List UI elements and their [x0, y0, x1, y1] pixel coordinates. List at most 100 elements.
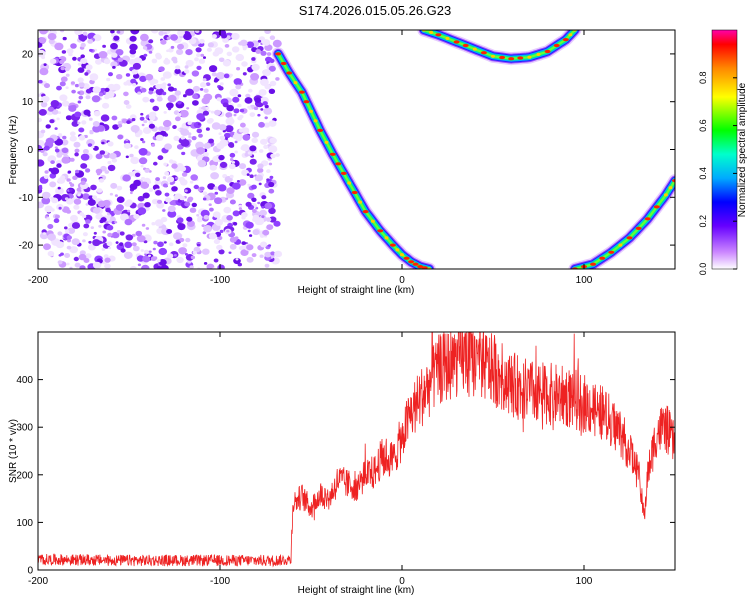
- noise-speckle: [196, 65, 202, 70]
- noise-speckle: [189, 180, 194, 184]
- noise-speckle: [115, 49, 124, 56]
- noise-speckle: [102, 44, 106, 48]
- noise-speckle: [218, 124, 227, 131]
- noise-speckle: [171, 186, 178, 192]
- noise-speckle: [45, 124, 51, 129]
- noise-speckle: [168, 47, 174, 53]
- noise-speckle: [55, 187, 64, 195]
- noise-speckle: [167, 253, 174, 259]
- noise-speckle: [229, 174, 234, 179]
- noise-speckle: [246, 173, 250, 176]
- noise-speckle: [247, 183, 251, 187]
- noise-speckle: [224, 44, 230, 48]
- noise-speckle: [247, 229, 251, 233]
- noise-speckle: [129, 153, 134, 158]
- noise-speckle: [135, 230, 143, 237]
- noise-speckle: [180, 139, 190, 147]
- noise-speckle: [210, 172, 220, 180]
- figure-title: S174.2026.015.05.26.G23: [299, 3, 452, 18]
- noise-speckle: [257, 113, 261, 117]
- noise-speckle: [206, 118, 213, 124]
- noise-speckle: [252, 229, 260, 236]
- noise-speckle: [132, 245, 140, 252]
- noise-speckle: [83, 223, 90, 229]
- noise-speckle: [226, 187, 235, 195]
- noise-speckle: [54, 138, 64, 146]
- noise-speckle: [54, 148, 60, 153]
- noise-speckle: [104, 257, 111, 263]
- noise-speckle: [54, 42, 64, 51]
- noise-speckle: [102, 102, 110, 109]
- noise-speckle: [158, 66, 165, 72]
- noise-speckle: [214, 47, 224, 55]
- noise-speckle: [268, 181, 275, 188]
- noise-speckle: [241, 127, 250, 134]
- noise-speckle: [269, 35, 276, 40]
- noise-speckle: [168, 242, 174, 247]
- noise-speckle: [228, 143, 235, 148]
- noise-speckle: [219, 82, 224, 86]
- noise-speckle: [175, 65, 181, 70]
- noise-speckle: [260, 138, 268, 145]
- track-peak: [663, 193, 668, 197]
- noise-speckle: [210, 110, 215, 114]
- noise-speckle: [236, 67, 241, 71]
- noise-speckle: [257, 201, 261, 205]
- noise-speckle: [223, 206, 232, 214]
- noise-speckle: [203, 262, 208, 265]
- noise-speckle: [261, 215, 265, 219]
- noise-speckle: [260, 50, 267, 56]
- noise-speckle: [140, 249, 144, 252]
- noise-speckle: [180, 136, 186, 140]
- noise-speckle: [226, 35, 231, 40]
- noise-speckle: [153, 161, 158, 166]
- noise-speckle: [158, 247, 168, 256]
- noise-speckle: [115, 204, 124, 211]
- noise-speckle: [59, 94, 68, 102]
- noise-speckle: [241, 245, 245, 248]
- track-peak: [303, 100, 310, 104]
- noise-speckle: [70, 43, 77, 49]
- noise-speckle: [92, 239, 101, 247]
- noise-speckle: [202, 231, 207, 235]
- noise-speckle: [262, 39, 271, 46]
- noise-speckle: [196, 113, 205, 121]
- noise-speckle: [196, 243, 201, 247]
- colorbar-label: Normalized spectral amplitude: [737, 82, 748, 217]
- noise-speckle: [156, 199, 163, 204]
- noise-speckle: [140, 181, 150, 189]
- noise-speckle: [257, 167, 264, 174]
- noise-speckle: [64, 253, 71, 258]
- noise-speckle: [249, 234, 253, 237]
- noise-speckle: [215, 220, 223, 226]
- noise-speckle: [217, 184, 227, 192]
- noise-speckle: [160, 264, 169, 269]
- noise-speckle: [226, 229, 230, 233]
- noise-speckle: [235, 136, 242, 142]
- noise-speckle: [115, 241, 119, 244]
- noise-speckle: [213, 79, 218, 83]
- noise-speckle: [181, 151, 186, 156]
- noise-speckle: [116, 196, 125, 203]
- noise-speckle: [155, 83, 162, 90]
- noise-speckle: [192, 85, 201, 92]
- noise-speckle: [170, 45, 175, 49]
- noise-speckle: [82, 239, 86, 243]
- noise-speckle: [102, 230, 106, 234]
- noise-speckle: [249, 158, 257, 165]
- noise-speckle: [248, 107, 252, 110]
- noise-speckle: [264, 104, 269, 109]
- noise-speckle: [158, 259, 167, 266]
- noise-speckle: [83, 258, 90, 263]
- noise-speckle: [78, 135, 86, 141]
- noise-speckle: [49, 181, 57, 188]
- noise-speckle: [116, 230, 121, 234]
- noise-speckle: [221, 33, 228, 39]
- noise-speckle: [174, 176, 179, 180]
- noise-speckle: [85, 95, 91, 100]
- track-peak: [508, 57, 515, 61]
- noise-speckle: [184, 189, 188, 193]
- noise-speckle: [39, 67, 49, 76]
- noise-speckle: [184, 201, 191, 207]
